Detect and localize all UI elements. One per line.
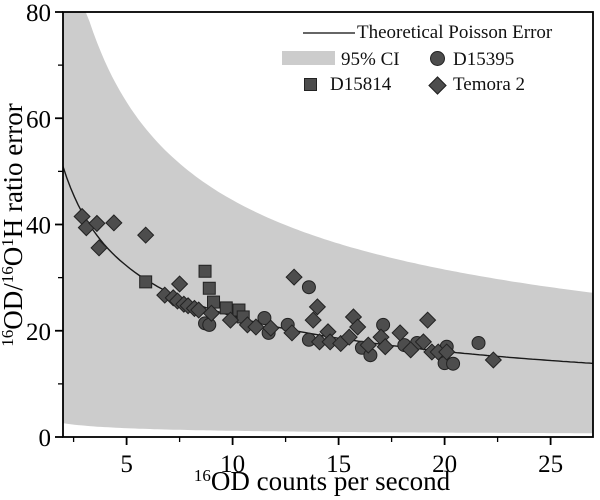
data-point-temora2 — [304, 311, 322, 329]
data-point-temora2 — [90, 239, 108, 257]
x-axis-label: 16OD counts per second — [194, 466, 451, 496]
data-point-temora2 — [190, 301, 208, 319]
data-point-temora2 — [283, 324, 301, 342]
y-tick-label: 80 — [26, 0, 51, 27]
data-point-d15814 — [219, 301, 233, 315]
x-tick-label: 10 — [220, 451, 245, 478]
data-point-temora2 — [202, 304, 221, 322]
data-point-temora2 — [359, 336, 377, 354]
data-point-temora2 — [221, 311, 240, 329]
data-point-temora2 — [285, 268, 303, 286]
data-point-d15395 — [446, 356, 461, 371]
data-point-d15395 — [257, 311, 272, 325]
data-point-temora2 — [402, 341, 420, 359]
x-tick-label: 25 — [538, 451, 563, 478]
data-point-d15814 — [198, 264, 212, 278]
y-tick-label: 20 — [26, 319, 51, 346]
data-point-d15814 — [207, 295, 221, 309]
data-point-temora2 — [414, 333, 433, 351]
data-point-d15814 — [202, 281, 216, 295]
data-point-temora2 — [376, 338, 394, 356]
data-point-temora2 — [391, 324, 409, 342]
ci-band — [63, 12, 593, 434]
data-point-d15395 — [202, 317, 217, 332]
y-tick-label: 40 — [26, 213, 51, 240]
data-point-temora2 — [170, 275, 189, 293]
y-tick-label: 60 — [26, 106, 51, 133]
data-point-temora2 — [321, 333, 339, 351]
data-point-d15814 — [139, 275, 153, 289]
data-point-temora2 — [419, 311, 437, 329]
data-point-d15395 — [471, 335, 486, 350]
data-point-temora2 — [247, 318, 265, 336]
x-tick-label: 20 — [432, 451, 457, 478]
y-axis-label: 16OD/16O1H ratio error — [0, 103, 28, 346]
data-point-temora2 — [340, 328, 358, 346]
data-point-temora2 — [88, 214, 106, 233]
data-point-temora2 — [262, 319, 280, 337]
x-tick-label: 15 — [326, 451, 351, 478]
data-point-temora2 — [438, 343, 456, 361]
data-point-temora2 — [484, 351, 502, 369]
data-point-temora2 — [349, 318, 367, 336]
x-tick-label: 5 — [120, 451, 133, 478]
data-point-temora2 — [137, 226, 155, 244]
data-point-temora2 — [310, 333, 329, 351]
data-point-temora2 — [105, 214, 123, 232]
data-point-d15395 — [301, 280, 316, 295]
y-tick-label: 0 — [39, 425, 52, 452]
data-point-temora2 — [308, 298, 327, 316]
data-point-d15395 — [376, 317, 391, 332]
